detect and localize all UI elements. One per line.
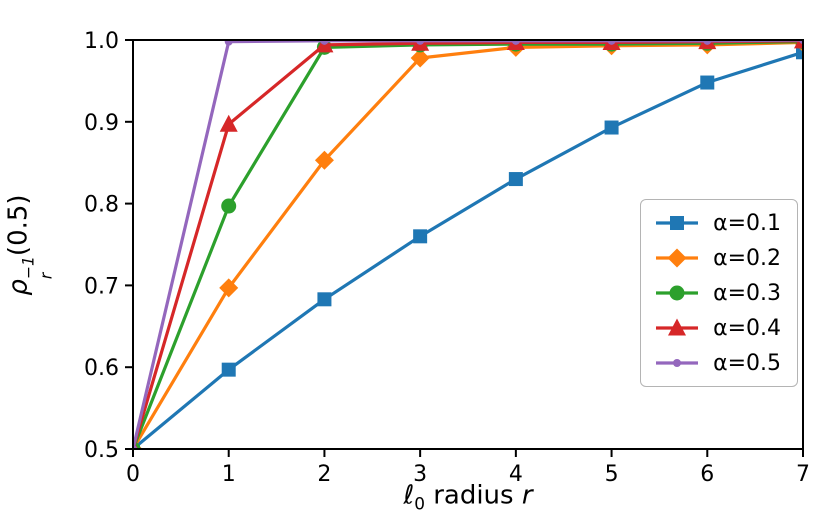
legend-marker-circle bbox=[656, 285, 699, 301]
x-tick-label: 2 bbox=[317, 462, 331, 487]
legend-label: α=0.4 bbox=[713, 315, 781, 341]
ylabel-sub: r bbox=[37, 272, 56, 280]
series-line bbox=[133, 40, 803, 449]
y-tick-label: 1.0 bbox=[84, 29, 119, 54]
ylabel-arg: (0.5) bbox=[3, 194, 34, 257]
legend: α=0.1 α=0.2 α=0.3 α=0.4 α=0.5 bbox=[640, 199, 798, 387]
y-tick-label: 0.5 bbox=[84, 438, 119, 463]
y-tick-label: 0.9 bbox=[84, 111, 119, 136]
ylabel-supsub: −1 r bbox=[19, 256, 57, 280]
legend-marker-triangle bbox=[656, 318, 699, 336]
x-tick-label: 0 bbox=[126, 462, 140, 487]
series-line bbox=[133, 40, 803, 449]
x-tick-label: 5 bbox=[605, 462, 619, 487]
y-axis-label: ρ −1 r (0.5) bbox=[4, 194, 57, 295]
y-tick-label: 0.6 bbox=[84, 356, 119, 381]
ylabel-sup: −1 bbox=[19, 256, 38, 280]
legend-label: α=0.5 bbox=[713, 350, 781, 376]
x-tick-label: 1 bbox=[222, 462, 236, 487]
legend-item-alpha-0.5: α=0.5 bbox=[653, 350, 781, 376]
x-axis-label: ℓ0 radius r bbox=[403, 480, 532, 513]
x-tick-label: 6 bbox=[700, 462, 714, 487]
y-tick-label: 0.7 bbox=[84, 274, 119, 299]
xlabel-sub: 0 bbox=[414, 493, 425, 514]
legend-label: α=0.3 bbox=[713, 280, 781, 306]
series-line bbox=[133, 50, 803, 449]
xlabel-ell: ℓ bbox=[403, 480, 415, 511]
legend-label: α=0.2 bbox=[713, 245, 781, 271]
legend-marker-diamond bbox=[656, 248, 699, 268]
x-tick-label: 7 bbox=[796, 462, 810, 487]
legend-marker-dot bbox=[656, 359, 699, 367]
legend-marker-square bbox=[656, 216, 699, 230]
x-tick-label: 3 bbox=[413, 462, 427, 487]
legend-item-alpha-0.2: α=0.2 bbox=[653, 245, 781, 271]
x-tick-label: 4 bbox=[509, 462, 523, 487]
y-tick-label: 0.8 bbox=[84, 193, 119, 218]
legend-item-alpha-0.3: α=0.3 bbox=[653, 280, 781, 306]
xlabel-var: r bbox=[521, 480, 533, 511]
legend-item-alpha-0.1: α=0.1 bbox=[653, 210, 781, 236]
legend-item-alpha-0.4: α=0.4 bbox=[653, 315, 781, 341]
axes-spines bbox=[132, 39, 804, 450]
xlabel-text: radius bbox=[433, 480, 514, 511]
ylabel-rho: ρ bbox=[3, 279, 34, 296]
legend-label: α=0.1 bbox=[713, 210, 781, 236]
